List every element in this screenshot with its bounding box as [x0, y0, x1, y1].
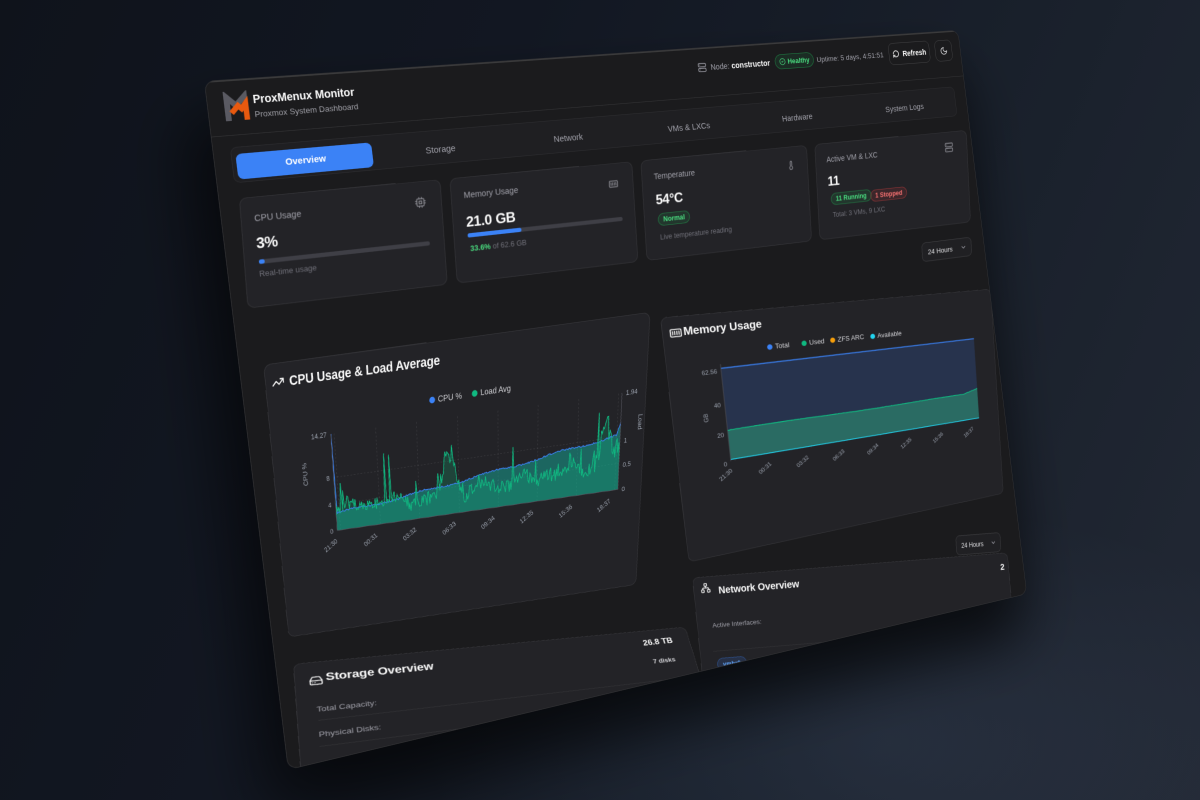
svg-text:06:33: 06:33 — [441, 520, 457, 537]
svg-text:20: 20 — [717, 431, 725, 439]
svg-text:00:31: 00:31 — [363, 531, 379, 548]
svg-text:21:30: 21:30 — [718, 467, 734, 482]
svg-text:00:31: 00:31 — [757, 460, 773, 475]
svg-text:Load: Load — [636, 413, 644, 430]
svg-text:0: 0 — [621, 485, 625, 493]
svg-text:21:30: 21:30 — [323, 537, 339, 554]
svg-text:12:35: 12:35 — [899, 436, 912, 450]
svg-text:12:35: 12:35 — [518, 509, 534, 526]
svg-text:18:37: 18:37 — [963, 425, 975, 438]
svg-text:03:32: 03:32 — [795, 454, 810, 469]
svg-text:8: 8 — [326, 474, 330, 483]
svg-text:1: 1 — [624, 436, 628, 444]
svg-text:14.27: 14.27 — [311, 431, 327, 442]
svg-text:0: 0 — [330, 527, 334, 535]
svg-text:18:37: 18:37 — [596, 497, 612, 514]
svg-text:1.94: 1.94 — [626, 387, 639, 397]
svg-text:4: 4 — [328, 501, 332, 509]
svg-text:15:36: 15:36 — [557, 503, 573, 520]
svg-text:GB: GB — [702, 413, 710, 423]
svg-text:0.5: 0.5 — [622, 460, 631, 469]
svg-text:0: 0 — [723, 461, 727, 468]
svg-text:09:34: 09:34 — [866, 442, 880, 456]
svg-text:15:36: 15:36 — [932, 431, 945, 445]
svg-text:62.56: 62.56 — [701, 368, 717, 377]
svg-text:06:33: 06:33 — [831, 448, 845, 462]
svg-text:40: 40 — [714, 401, 722, 409]
svg-text:09:34: 09:34 — [480, 514, 497, 531]
svg-text:03:32: 03:32 — [402, 526, 418, 543]
svg-text:CPU %: CPU % — [301, 462, 310, 486]
